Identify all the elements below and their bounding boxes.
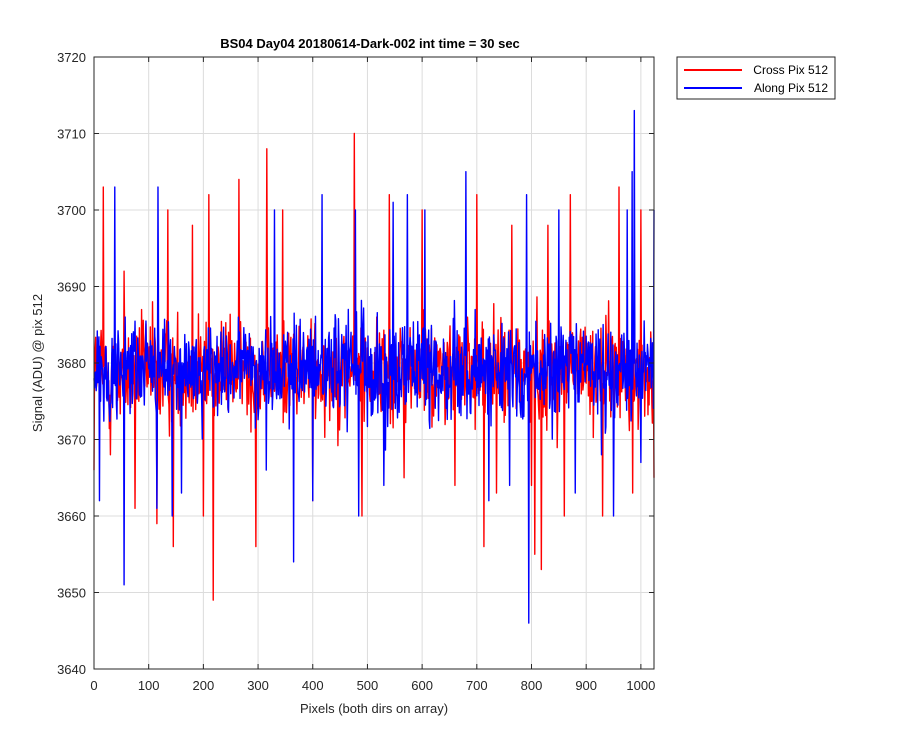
x-tick-label: 400: [302, 678, 324, 693]
y-tick-label: 3680: [57, 356, 86, 371]
y-tick-label: 3670: [57, 433, 86, 448]
x-tick-label: 100: [138, 678, 160, 693]
y-tick-label: 3700: [57, 203, 86, 218]
series-lines: [93, 109, 655, 624]
y-axis-label: Signal (ADU) @ pix 512: [30, 294, 45, 432]
y-tick-label: 3660: [57, 509, 86, 524]
axis-ticks: 0 100 200 300 400 500 600 700 800 900 1000 3640 3650…: [57, 50, 655, 693]
x-tick-label: 200: [193, 678, 215, 693]
legend-label-along: Along Pix 512: [754, 81, 828, 95]
legend-label-cross: Cross Pix 512: [753, 63, 828, 77]
x-tick-label: 1000: [626, 678, 655, 693]
legend-box: [676, 56, 836, 100]
y-tick-label: 3650: [57, 586, 86, 601]
x-tick-label: 0: [90, 678, 97, 693]
x-tick-label: 300: [247, 678, 269, 693]
x-tick-label: 900: [575, 678, 597, 693]
x-tick-label: 800: [521, 678, 543, 693]
y-tick-label: 3720: [57, 50, 86, 65]
y-tick-label: 3690: [57, 280, 86, 295]
x-axis-label: Pixels (both dirs on array): [300, 701, 448, 716]
legend: Cross Pix 512 Along Pix 512: [676, 56, 836, 100]
x-tick-label: 600: [411, 678, 433, 693]
chart-title: BS04 Day04 20180614-Dark-002 int time = …: [220, 36, 520, 51]
series-line-along-pix-512: [93, 109, 655, 624]
x-tick-label: 500: [357, 678, 379, 693]
x-tick-label: 700: [466, 678, 488, 693]
y-tick-label: 3710: [57, 127, 86, 142]
y-tick-label: 3640: [57, 662, 86, 677]
